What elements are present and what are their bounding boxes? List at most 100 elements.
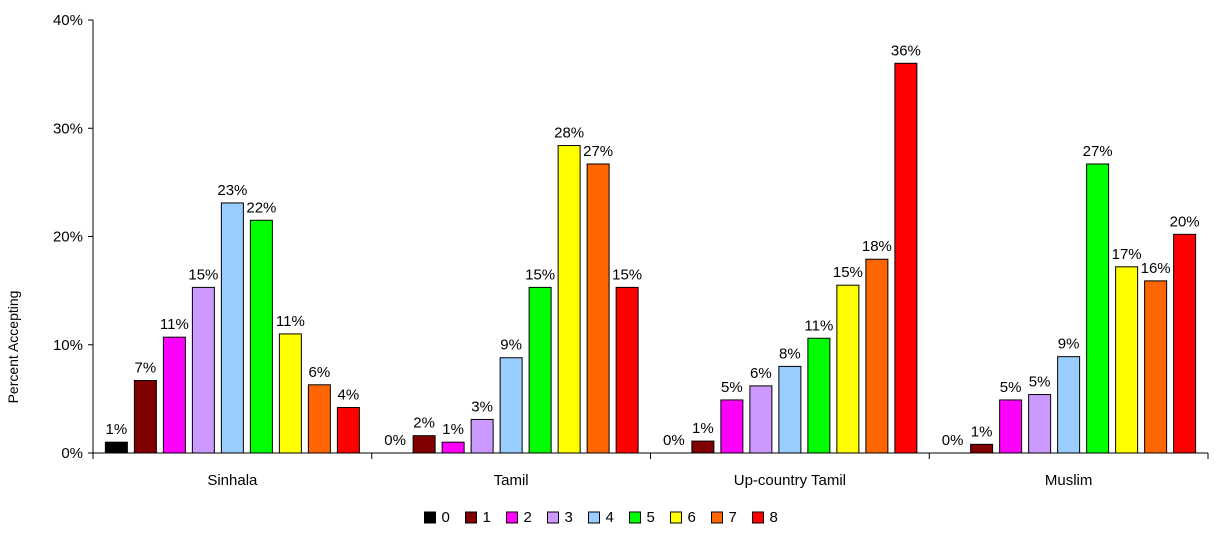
y-axis-ticks: 0% 10% 20% 30% 40% — [53, 12, 93, 462]
bar-data-label: 1% — [106, 421, 128, 438]
y-tick-label: 40% — [53, 12, 83, 29]
bar — [691, 440, 715, 454]
bar — [615, 286, 639, 454]
bar — [720, 399, 744, 454]
bar — [441, 441, 465, 454]
x-category-label: Muslim — [1045, 472, 1093, 489]
bar-data-label: 3% — [471, 398, 493, 415]
bar-data-label: 23% — [217, 182, 247, 199]
legend-entry: 6 — [688, 509, 696, 526]
bar — [336, 407, 360, 454]
bar-data-label: 7% — [135, 359, 157, 376]
bar-data-label: 27% — [1083, 143, 1113, 160]
bar — [1173, 233, 1197, 454]
axes — [92, 20, 1209, 459]
bar-data-label: 15% — [525, 266, 555, 283]
bar-data-label: 18% — [862, 238, 892, 255]
bar-data-label: 6% — [750, 365, 772, 382]
bar — [894, 62, 918, 454]
legend-swatch — [547, 511, 559, 524]
bar-data-label: 15% — [188, 266, 218, 283]
bars: 1%7%11%15%23%22%11%6%4%0%2% 1%3%9%15%28%2… — [104, 42, 1200, 454]
bar-data-label: 2% — [413, 415, 435, 432]
legend-swatch — [752, 511, 764, 524]
bar — [249, 219, 273, 454]
legend-entry: 0 — [442, 509, 450, 526]
bar-data-label: 5% — [1000, 379, 1022, 396]
bar — [1144, 280, 1168, 454]
legend-swatch — [588, 511, 600, 524]
legend-entry: 2 — [524, 509, 532, 526]
bar — [865, 258, 889, 454]
legend-entry: 4 — [606, 509, 614, 526]
legend-entry: 5 — [647, 509, 655, 526]
x-category-label: Tamil — [494, 472, 529, 489]
bar-data-label: 9% — [500, 337, 522, 354]
legend-entry: 3 — [565, 509, 573, 526]
bar-data-label: 9% — [1058, 336, 1080, 353]
bar — [586, 163, 610, 454]
bar — [1057, 356, 1081, 454]
bar-data-label: 1% — [971, 423, 993, 440]
bar — [133, 379, 157, 454]
bar-data-label: 1% — [442, 421, 464, 438]
legend-swatch — [506, 511, 518, 524]
legend-swatch — [465, 511, 477, 524]
legend-swatch — [424, 511, 436, 524]
bar — [807, 337, 831, 454]
bar-data-label: 17% — [1112, 246, 1142, 263]
legend: 0 1 2 3 4 5 6 7 8 — [424, 509, 778, 526]
bar — [836, 284, 860, 454]
bar — [1028, 394, 1052, 454]
bar — [528, 286, 552, 454]
bar-data-label: 36% — [891, 42, 921, 59]
x-axis-labels: Sinhala Tamil Up-country Tamil Muslim — [207, 472, 1092, 489]
bar-data-label: 0% — [663, 432, 685, 449]
bar — [1086, 163, 1110, 454]
y-axis-label: Percent Accepting — [5, 291, 21, 404]
bar-data-label: 8% — [779, 345, 801, 362]
bar-data-label: 5% — [1029, 374, 1051, 391]
y-tick-label: 10% — [53, 337, 83, 354]
bar-data-label: 16% — [1141, 260, 1171, 277]
legend-entry: 1 — [483, 509, 491, 526]
bar — [307, 384, 331, 454]
bar-data-label: 6% — [309, 364, 331, 381]
bar-data-label: 11% — [804, 317, 833, 334]
bar — [999, 399, 1023, 454]
y-tick-label: 20% — [53, 229, 83, 246]
bar — [778, 365, 802, 454]
bar — [470, 418, 494, 454]
bar-data-label: 15% — [612, 266, 642, 283]
bar-data-label: 22% — [246, 199, 276, 216]
legend-swatch — [629, 511, 641, 524]
legend-swatch — [670, 511, 682, 524]
bar — [191, 286, 215, 454]
x-category-label: Up-country Tamil — [734, 472, 846, 489]
bar-data-label: 1% — [692, 420, 714, 437]
bar — [749, 385, 773, 454]
y-tick-label: 30% — [53, 120, 83, 137]
bar-data-label: 0% — [942, 432, 964, 449]
legend-swatch — [711, 511, 723, 524]
x-category-label: Sinhala — [207, 472, 258, 489]
legend-entry: 7 — [729, 509, 737, 526]
bar — [278, 333, 302, 454]
bar — [220, 202, 244, 454]
bar-data-label: 20% — [1170, 213, 1200, 230]
legend-entry: 8 — [770, 509, 778, 526]
y-tick-label: 0% — [61, 445, 83, 462]
bar-data-label: 5% — [721, 379, 743, 396]
bar — [499, 357, 523, 454]
bar — [412, 435, 436, 454]
bar-data-label: 4% — [338, 387, 360, 404]
bar — [970, 443, 994, 454]
bar-data-label: 11% — [276, 313, 305, 330]
bar — [104, 441, 128, 454]
bar-data-label: 27% — [583, 143, 613, 160]
bar-data-label: 0% — [384, 432, 406, 449]
bar-data-label: 15% — [833, 264, 863, 281]
bar — [1115, 266, 1139, 454]
bar — [162, 336, 186, 454]
